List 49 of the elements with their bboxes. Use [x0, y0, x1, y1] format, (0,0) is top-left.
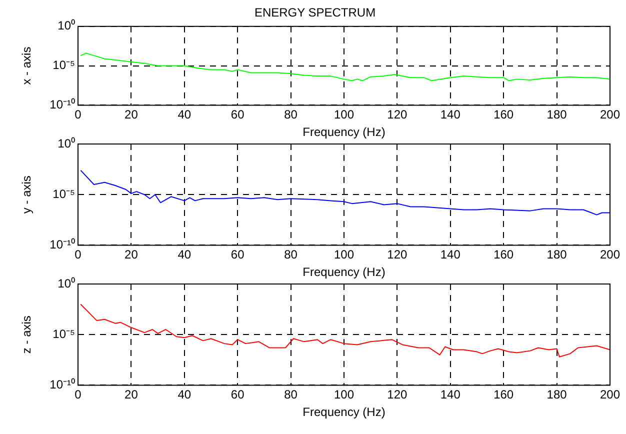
- x-tick-label: 20: [124, 248, 138, 262]
- x-axis-title: Frequency (Hz): [302, 405, 386, 420]
- y-axis-title: x - axis: [20, 46, 34, 85]
- x-tick-label: 120: [387, 388, 408, 402]
- x-tick-label: 100: [334, 108, 354, 122]
- x-tick-label: 200: [600, 388, 620, 402]
- x-tick-label: 80: [284, 388, 298, 402]
- y-tick-label: 10⁻⁵: [52, 186, 76, 201]
- x-tick-label: 180: [546, 108, 568, 122]
- x-tick-label: 100: [334, 388, 354, 402]
- x-tick-label: 60: [230, 108, 245, 122]
- x-tick-label: 180: [546, 248, 568, 262]
- x-tick-label: 80: [284, 108, 298, 122]
- y-tick-label: 10⁻⁵: [52, 58, 76, 72]
- x-tick-label: 0: [74, 388, 82, 402]
- x-tick-label: 160: [494, 108, 514, 122]
- x-tick-label: 140: [440, 388, 461, 402]
- x-tick-label: 180: [546, 388, 568, 402]
- y-tick-label: 10⁻¹⁰: [50, 98, 75, 112]
- y-axis-title: y - axis: [20, 176, 34, 214]
- y-tick-label: 10⁻⁵: [52, 326, 76, 341]
- x-tick-label: 200: [600, 108, 620, 122]
- x-tick-label: 40: [178, 248, 192, 262]
- x-tick-label: 40: [178, 108, 192, 122]
- x-tick-label: 100: [334, 248, 354, 262]
- x-tick-label: 160: [494, 388, 514, 402]
- x-tick-label: 120: [387, 248, 408, 262]
- x-tick-label: 140: [440, 248, 461, 262]
- y-tick-label: 10⁰: [58, 136, 75, 150]
- chart-title: ENERGY SPECTRUM: [254, 6, 376, 20]
- y-tick-label: 10⁰: [58, 18, 75, 33]
- y-tick-label: 10⁻¹⁰: [50, 238, 75, 252]
- x-tick-label: 80: [284, 248, 298, 262]
- y-tick-label: 10⁻¹⁰: [50, 378, 75, 392]
- x-tick-label: 160: [494, 248, 514, 262]
- x-tick-label: 40: [178, 388, 192, 402]
- x-tick-label: 60: [230, 248, 245, 262]
- x-tick-label: 0: [74, 248, 82, 262]
- x-axis-title: Frequency (Hz): [302, 125, 386, 140]
- x-tick-label: 20: [124, 108, 138, 122]
- x-tick-label: 20: [124, 388, 138, 402]
- x-tick-label: 60: [230, 388, 245, 402]
- x-tick-label: 200: [600, 248, 620, 262]
- x-tick-label: 120: [387, 108, 408, 122]
- x-axis-title: Frequency (Hz): [302, 265, 386, 280]
- x-tick-label: 140: [440, 108, 461, 122]
- x-tick-label: 0: [74, 108, 82, 122]
- y-tick-label: 10⁰: [58, 276, 75, 290]
- y-axis-title: z - axis: [20, 316, 34, 354]
